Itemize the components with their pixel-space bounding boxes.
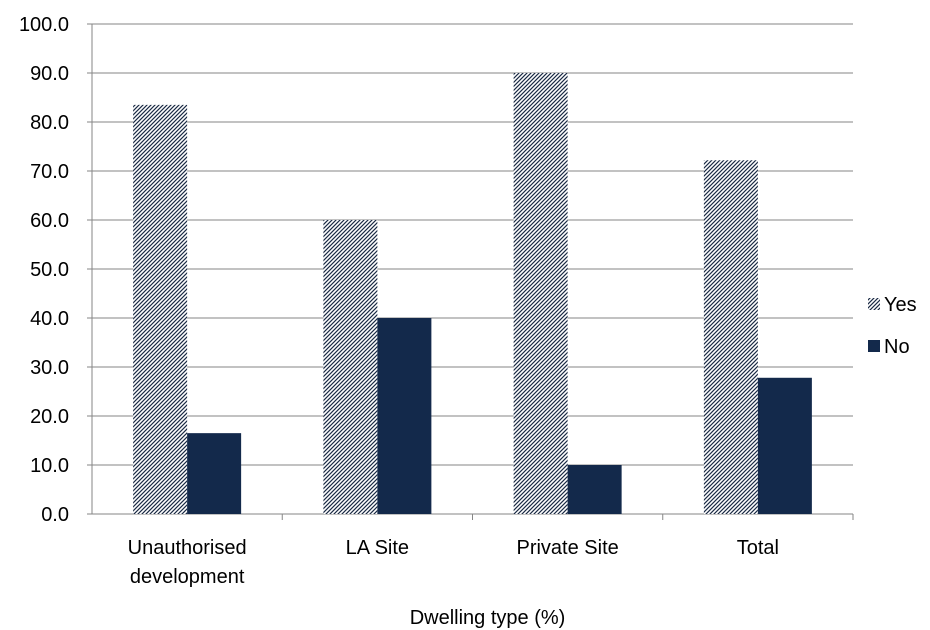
bar-no-2 — [567, 465, 622, 514]
legend-label-no: No — [884, 336, 910, 358]
y-tick-label: 90.0 — [30, 63, 69, 85]
x-axis-title: Dwelling type (%) — [410, 607, 566, 629]
bar-yes-1 — [323, 220, 378, 514]
bar-yes-0 — [133, 104, 188, 514]
legend-swatch-yes — [868, 298, 880, 310]
x-tick-label: Private Site — [516, 537, 618, 559]
y-tick-label: 80.0 — [30, 112, 69, 134]
legend-label-yes: Yes — [884, 294, 917, 316]
legend: Yes No — [868, 294, 917, 358]
y-tick-label: 100.0 — [19, 14, 69, 36]
x-tick-label: Unauthorised — [128, 537, 247, 559]
y-tick-label: 20.0 — [30, 406, 69, 428]
bars — [133, 73, 812, 514]
labels: 0.0 10.0 20.0 30.0 40.0 50.0 60.0 70.0 80.0 90.0 1… — [19, 14, 779, 629]
y-tick-label: 0.0 — [41, 504, 69, 526]
y-tick-label: 70.0 — [30, 161, 69, 183]
legend-swatch-no — [868, 340, 880, 352]
y-tick-label: 30.0 — [30, 357, 69, 379]
bar-no-3 — [757, 377, 812, 514]
gridlines — [92, 23, 853, 466]
bar-yes-3 — [703, 160, 758, 514]
x-tick-label: LA Site — [346, 537, 409, 559]
bar-yes-2 — [513, 73, 568, 514]
bar-no-0 — [187, 433, 242, 514]
x-tick-label: development — [130, 566, 245, 588]
y-tick-label: 10.0 — [30, 455, 69, 477]
bar-no-1 — [377, 318, 432, 514]
y-tick-label: 60.0 — [30, 210, 69, 232]
y-tick-label: 50.0 — [30, 259, 69, 281]
y-tick-label: 40.0 — [30, 308, 69, 330]
x-tick-label: Total — [737, 537, 779, 559]
